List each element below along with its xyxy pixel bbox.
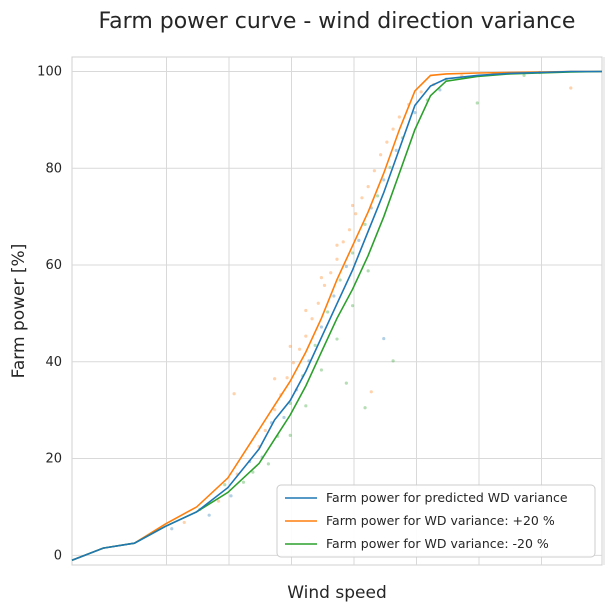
scatter-point [419, 90, 423, 94]
series-line-1 [71, 70, 602, 561]
y-tick-label: 0 [54, 548, 62, 563]
scatter-point [288, 344, 292, 348]
scatter-point [354, 212, 358, 216]
scatter-point [322, 283, 327, 287]
scatter-point [379, 153, 383, 157]
scatter-point [223, 483, 227, 487]
scatter-point [382, 336, 386, 341]
scatter-point [326, 310, 330, 314]
scatter-point [241, 480, 246, 484]
series-lines [71, 70, 603, 561]
scatter-point [369, 390, 373, 394]
scatter-point [363, 222, 367, 226]
scatter-point [438, 88, 442, 92]
scatter-point [216, 499, 221, 503]
scatter-point [397, 115, 401, 119]
scatter-point [263, 428, 267, 433]
scatter-point [332, 294, 336, 298]
chart-title: Farm power curve - wind direction varian… [99, 9, 576, 34]
scatter-point [413, 111, 417, 115]
legend: Farm power for predicted WD variance Far… [276, 484, 596, 558]
scatter-point [344, 381, 348, 385]
scatter-point [385, 140, 389, 144]
scatter-point [569, 86, 573, 90]
scatter-point [251, 470, 255, 474]
scatter-point [360, 196, 364, 200]
scatter-point [350, 304, 355, 308]
y-tick-label: 80 [45, 161, 62, 176]
scatter-point [335, 257, 339, 261]
scatter-point [304, 334, 308, 338]
scatter-point [522, 73, 526, 77]
scatter-point [394, 148, 398, 152]
y-tick-label: 60 [45, 258, 62, 273]
plot-area [71, 56, 603, 566]
legend-label-predicted: Farm power for predicted WD variance [326, 490, 568, 505]
scatter-point [291, 361, 295, 365]
scatter-point [319, 276, 324, 280]
scatter-point [475, 101, 479, 105]
scatter-point [335, 243, 339, 247]
scatter-point [388, 165, 392, 169]
scatter-point [382, 178, 386, 182]
y-tick-label: 20 [45, 452, 62, 467]
scatter-point [310, 317, 314, 321]
scatter-point [316, 301, 320, 305]
scatter-point [182, 520, 186, 525]
scatter-point [372, 169, 377, 173]
scatter-point [207, 513, 211, 517]
scatter-point [350, 203, 355, 208]
scatter-point [319, 368, 324, 372]
scatter-point [347, 228, 352, 232]
scatter-point [266, 462, 271, 466]
scatter-point [366, 185, 370, 189]
series-line-0 [71, 70, 602, 561]
scatter-point [304, 404, 308, 408]
scatter-point [366, 269, 370, 273]
scatter-point [313, 343, 317, 347]
scatter-point [350, 251, 355, 255]
y-tick-labels: 0 20 40 60 80 100 [37, 65, 62, 564]
legend-label-plus20: Farm power for WD variance: +20 % [326, 513, 555, 528]
scatter-point [288, 433, 292, 437]
scatter-point [338, 278, 342, 282]
scatter-point [363, 406, 367, 410]
scatter-point [344, 264, 348, 269]
scatter-point [170, 527, 174, 531]
scatter-point [357, 238, 361, 242]
scatter-point [273, 377, 277, 381]
scatter-point [282, 415, 286, 420]
scatter-point [285, 376, 289, 380]
x-axis-label: Wind speed [287, 583, 387, 603]
scatter-point [229, 494, 233, 498]
scatter-point [341, 240, 345, 244]
scatter-point [335, 337, 339, 341]
y-tick-label: 40 [45, 355, 62, 370]
scatter-point [329, 271, 333, 275]
scatter-point [273, 408, 277, 412]
scatter-point [304, 308, 308, 313]
scatter-point [319, 325, 324, 329]
scatter-point [391, 359, 395, 363]
scatter-point [232, 392, 236, 396]
legend-box [276, 484, 596, 558]
scatter-point [297, 347, 302, 351]
scatter-point [391, 127, 395, 131]
y-tick-label: 100 [37, 65, 62, 80]
legend-label-minus20: Farm power for WD variance: -20 % [326, 536, 549, 551]
y-axis-label: Farm power [%] [9, 244, 29, 379]
scatter-point [375, 194, 380, 198]
